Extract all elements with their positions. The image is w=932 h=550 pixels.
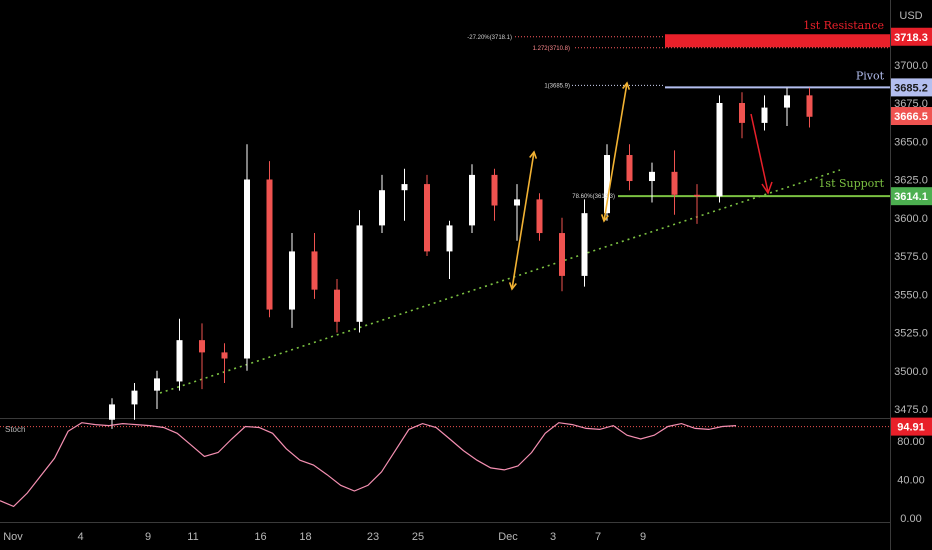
- pivot-price-text: 3685.2: [894, 82, 928, 94]
- candle-body: [334, 289, 340, 322]
- price-tick-label: 3550.0: [894, 289, 928, 301]
- candle-body: [379, 190, 385, 226]
- candle-body: [671, 171, 678, 195]
- candle-body: [401, 184, 408, 191]
- time-tick-label: 11: [187, 531, 198, 543]
- support-price-text: 3614.1: [894, 191, 928, 203]
- fib-extension-label: -27.20%(3718.1): [467, 35, 512, 41]
- price-axis[interactable]: 3475.0 3500.0 3525.0 3550.0 3575.0 3600.0 3625…: [894, 60, 928, 416]
- oscillator-tick-label: 80.00: [897, 436, 925, 448]
- fib-level-label: 1(3685.9): [544, 83, 570, 89]
- pivot-label: Pivot: [856, 69, 885, 82]
- time-tick-label: 7: [595, 531, 601, 543]
- support-price-tag: [891, 187, 932, 206]
- candle-body: [536, 199, 543, 234]
- candle-body: [446, 225, 453, 252]
- resistance-zone: [665, 34, 890, 48]
- price-tick-label: 3650.0: [894, 136, 928, 148]
- forecast-arrow-line: [750, 113, 769, 193]
- fib-arrow-2-head: [600, 214, 609, 223]
- time-tick-label: 4: [77, 531, 83, 543]
- oscillator-axis: 0.00 40.00 80.00: [897, 436, 925, 525]
- price-tick-label: 3625.0: [894, 175, 928, 187]
- candle-body: [469, 174, 475, 226]
- candle-body: [604, 155, 610, 214]
- oscillator-tick-label: 0.00: [900, 513, 921, 525]
- candle-body: [199, 340, 205, 353]
- time-tick-label: 23: [367, 531, 379, 543]
- current-price-text: 3666.5: [894, 111, 928, 123]
- stoch-line: [0, 422, 737, 508]
- candle-body: [424, 184, 430, 252]
- candle-body: [154, 378, 160, 391]
- resistance-price-text: 3718.3: [894, 32, 928, 44]
- currency-label: USD: [899, 10, 922, 22]
- current-price-tag: [891, 107, 932, 126]
- candle-body: [491, 174, 498, 206]
- candle-body: [806, 95, 813, 117]
- candle-body: [784, 95, 790, 108]
- fib-arrow-2-head: [622, 81, 631, 90]
- forecast-arrow: [750, 113, 773, 195]
- candle-body: [244, 179, 250, 359]
- price-tick-label: 3675.0: [894, 98, 928, 110]
- time-tick-label: 16: [254, 531, 266, 543]
- candle-body: [694, 194, 700, 197]
- fib-arrow-1-head: [508, 282, 517, 291]
- candle-body: [559, 233, 565, 276]
- price-tick-label: 3600.0: [894, 213, 928, 225]
- time-tick-label: 9: [640, 531, 646, 543]
- candle-body: [514, 199, 520, 206]
- fib-retracement-label: 78.60%(3613.3): [572, 194, 615, 200]
- price-tick-label: 3475.0: [894, 404, 928, 416]
- pivot-price-tag: [891, 78, 932, 97]
- candle-body: [109, 404, 115, 420]
- candle-body: [761, 107, 768, 123]
- fib-arrow-1-head: [529, 150, 538, 159]
- candle-body: [311, 251, 318, 290]
- oscillator-title: Stoch: [5, 425, 25, 434]
- time-tick-label: 3: [550, 531, 556, 543]
- candle-body: [739, 103, 745, 123]
- candle-body: [581, 213, 588, 276]
- candle-body: [266, 179, 273, 310]
- time-tick-label: 25: [412, 531, 424, 543]
- time-tick-label: 18: [299, 531, 311, 543]
- candle-body: [131, 390, 138, 405]
- fib-extension-label-2: 1.272(3710.8): [533, 46, 570, 52]
- candle-body: [221, 352, 228, 359]
- price-tick-label: 3575.0: [894, 251, 928, 263]
- candle-body: [716, 103, 723, 197]
- stoch-value-tag: [891, 417, 932, 436]
- time-tick-label: Dec: [498, 531, 518, 543]
- price-tick-label: 3500.0: [894, 366, 928, 378]
- support-label: 1st Support: [818, 177, 884, 190]
- fib-arrow-1: [511, 151, 535, 290]
- candle-body: [289, 251, 295, 310]
- candle-body: [176, 340, 183, 382]
- oscillator-tick-label: 40.00: [897, 474, 925, 486]
- forecast-arrow-head: [761, 181, 773, 195]
- candle-body: [649, 171, 655, 182]
- time-tick-label: Nov: [3, 531, 23, 543]
- time-axis[interactable]: Nov 4 9 11 16 18 23 25 Dec 3 7 9: [3, 531, 646, 543]
- resistance-label: 1st Resistance: [803, 19, 884, 32]
- resistance-price-tag: [891, 27, 932, 46]
- candles: [109, 87, 813, 429]
- stoch-value-text: 94.91: [897, 422, 925, 434]
- candle-body: [356, 225, 363, 322]
- price-tick-label: 3700.0: [894, 60, 928, 72]
- candle-body: [626, 155, 633, 182]
- fib-arrows: [508, 81, 631, 291]
- price-tick-label: 3525.0: [894, 328, 928, 340]
- fib-arrow-2: [603, 82, 628, 222]
- time-tick-label: 9: [145, 531, 151, 543]
